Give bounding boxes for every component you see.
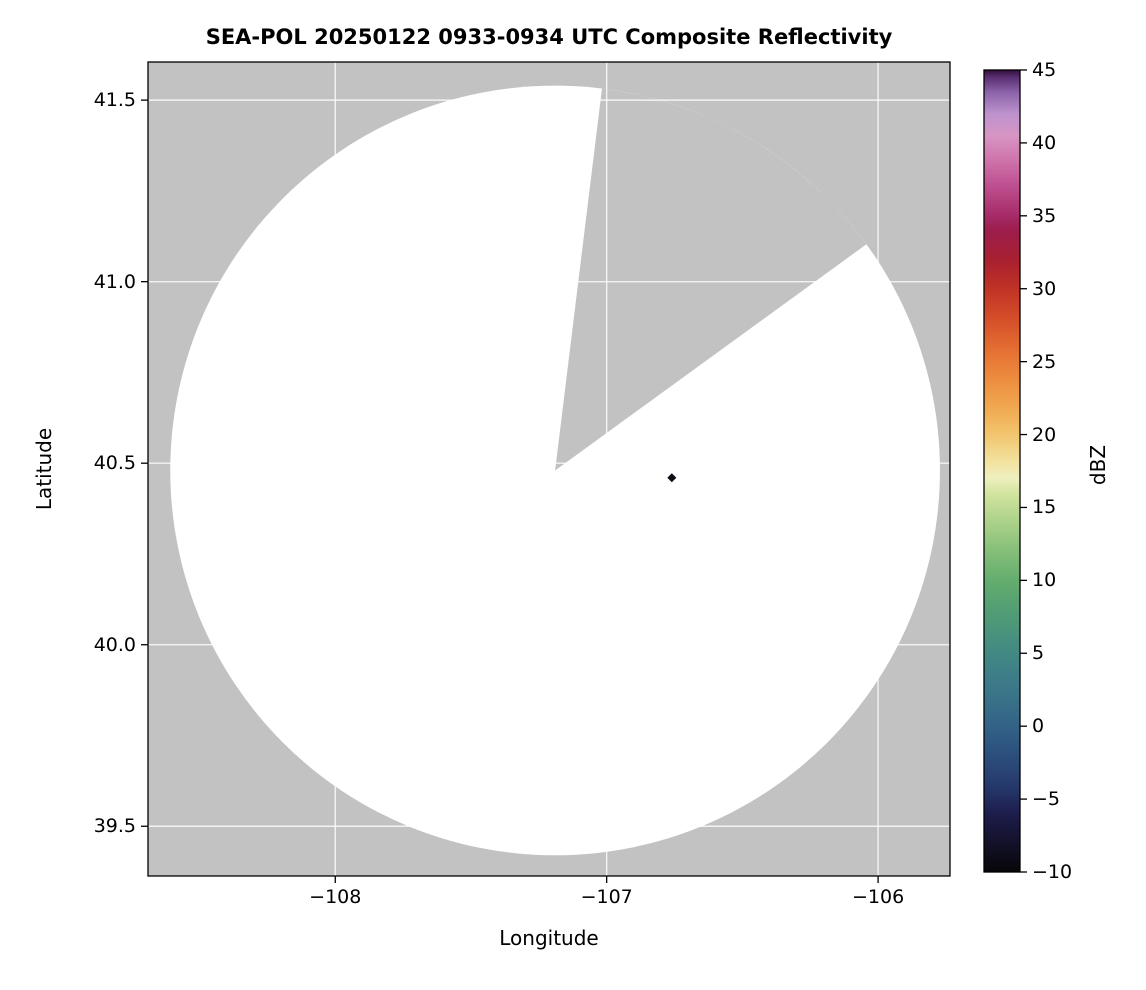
chart-title: SEA-POL 20250122 0933-0934 UTC Composite…: [205, 25, 893, 49]
radar-echo-marker: [667, 473, 677, 483]
plot-frame: [147, 61, 951, 877]
x-axis-label: Longitude: [499, 926, 599, 950]
colorbar-tick-label: 25: [1032, 350, 1057, 373]
colorbar-tick-label: 45: [1032, 59, 1057, 81]
colorbar-tick-label: 20: [1032, 423, 1057, 446]
colorbar-tick-label: 30: [1032, 277, 1057, 300]
colorbar-tick-label: 5: [1032, 642, 1045, 665]
colorbar-tick-label: 40: [1032, 131, 1057, 154]
missing-sector-wedge: [555, 88, 867, 471]
x-tick-label: −106: [851, 886, 905, 908]
colorbar-tick-label: −5: [1032, 788, 1061, 811]
y-tick-label: 41.5: [93, 89, 136, 112]
colorbar-gradient: [984, 70, 1020, 872]
colorbar-tick-label: 0: [1032, 715, 1045, 738]
y-tick-label: 40.5: [93, 452, 136, 475]
y-tick-label: 41.0: [93, 270, 136, 293]
colorbar-tick-label: 15: [1032, 496, 1057, 519]
x-tick-label: −108: [309, 886, 362, 908]
colorbar-frame: [983, 69, 1021, 873]
colorbar-label: dBZ: [1086, 444, 1110, 486]
y-tick-label: 40.0: [93, 633, 136, 656]
colorbar-tick-label: 10: [1032, 569, 1057, 592]
x-tick-label: −107: [580, 886, 633, 908]
colorbar-tick-label: −10: [1032, 861, 1073, 883]
colorbar-tick-label: 35: [1032, 204, 1057, 227]
y-tick-label: 39.5: [93, 815, 136, 838]
